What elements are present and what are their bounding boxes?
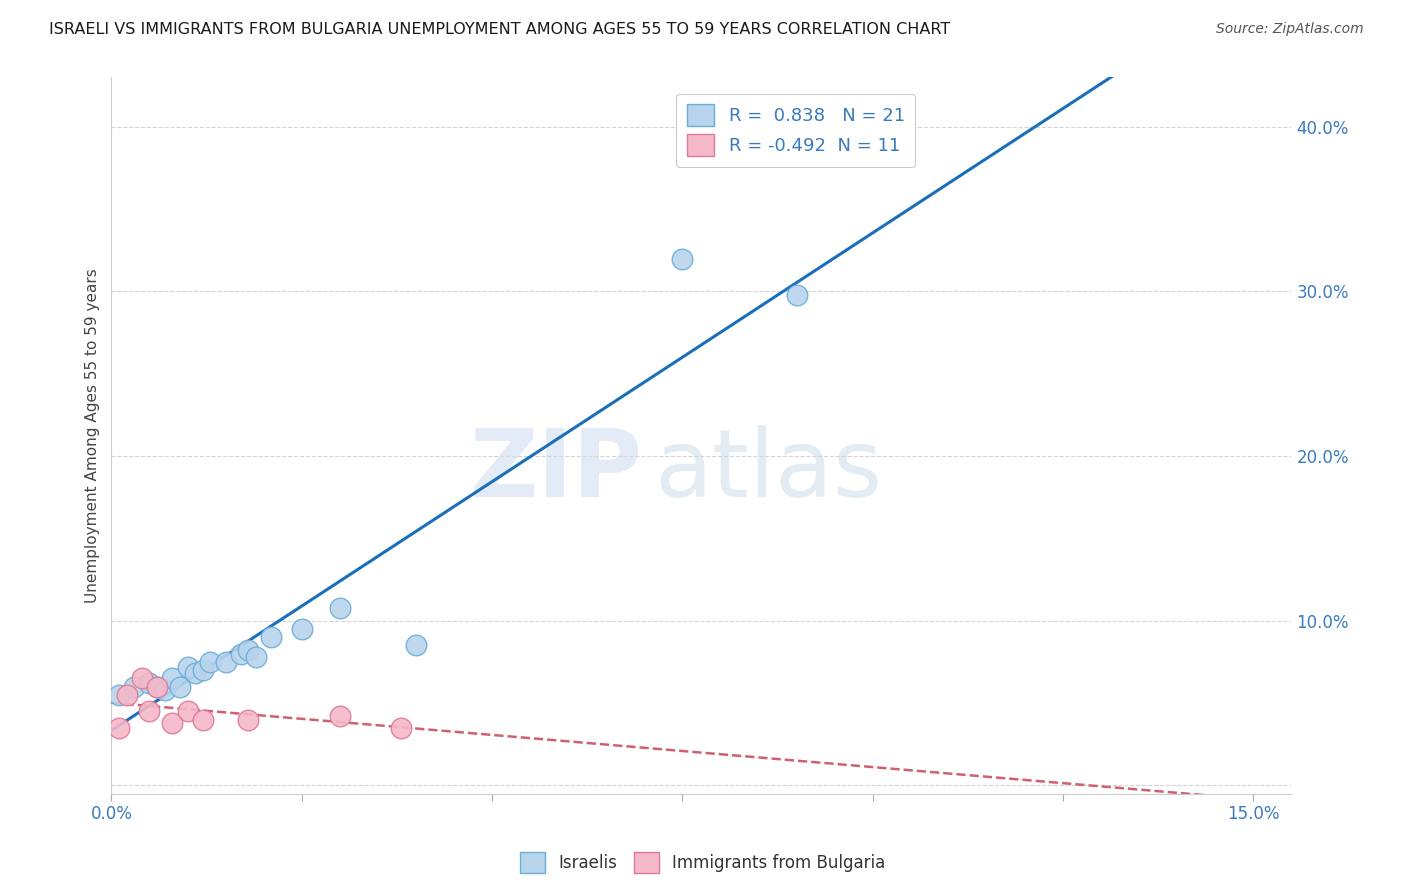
Point [191, 713, 214, 727]
Point [138, 704, 160, 718]
Text: Source: ZipAtlas.com: Source: ZipAtlas.com [1216, 22, 1364, 37]
Point [122, 680, 145, 694]
Point [115, 688, 138, 702]
Point [329, 709, 352, 723]
Point [214, 655, 236, 669]
Point [229, 647, 252, 661]
Point [153, 682, 176, 697]
Point [191, 663, 214, 677]
Point [176, 704, 198, 718]
Point [329, 600, 352, 615]
Point [671, 252, 693, 266]
Point [146, 680, 169, 694]
Point [162, 715, 184, 730]
Legend: R =  0.838   N = 21, R = -0.492  N = 11: R = 0.838 N = 21, R = -0.492 N = 11 [676, 94, 915, 167]
Point [176, 660, 198, 674]
Point [291, 622, 314, 636]
Point [260, 630, 283, 644]
Point [245, 650, 267, 665]
Legend: Israelis, Immigrants from Bulgaria: Israelis, Immigrants from Bulgaria [513, 846, 893, 880]
Point [184, 666, 207, 681]
Point [238, 713, 260, 727]
Point [389, 721, 412, 735]
Point [169, 680, 191, 694]
Point [138, 676, 160, 690]
Text: atlas: atlas [654, 425, 883, 517]
Point [200, 655, 222, 669]
Text: ZIP: ZIP [470, 425, 643, 517]
Point [162, 672, 184, 686]
Point [131, 672, 153, 686]
Point [108, 721, 131, 735]
Point [786, 287, 808, 301]
Point [238, 643, 260, 657]
Text: ISRAELI VS IMMIGRANTS FROM BULGARIA UNEMPLOYMENT AMONG AGES 55 TO 59 YEARS CORRE: ISRAELI VS IMMIGRANTS FROM BULGARIA UNEM… [49, 22, 950, 37]
Point [405, 639, 427, 653]
Point [108, 688, 131, 702]
Y-axis label: Unemployment Among Ages 55 to 59 years: Unemployment Among Ages 55 to 59 years [86, 268, 100, 603]
Point [146, 680, 169, 694]
